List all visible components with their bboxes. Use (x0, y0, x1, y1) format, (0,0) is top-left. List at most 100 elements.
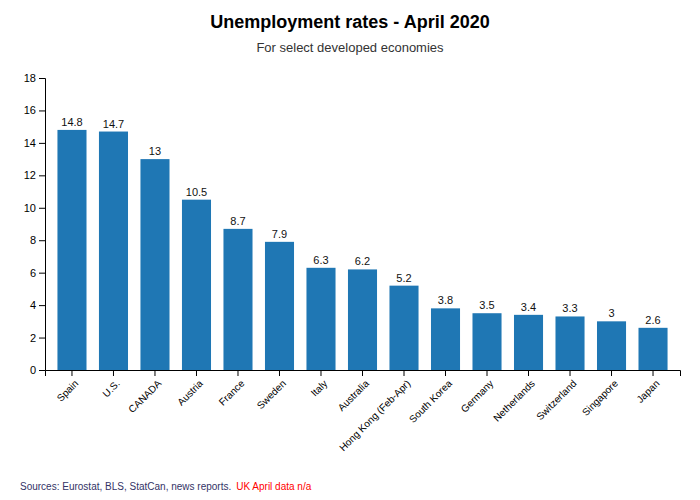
data-label: 6.3 (313, 254, 328, 266)
x-tick-mark (487, 370, 488, 376)
x-tick-mark (362, 370, 363, 376)
bars (57, 130, 667, 370)
x-tick-mark (113, 370, 114, 376)
bar (472, 313, 501, 370)
bar (140, 159, 169, 370)
x-tick-label: Netherlands (491, 378, 537, 424)
x-tick-label: Italy (309, 378, 330, 399)
x-tick: Switzerland (534, 370, 578, 422)
x-tick-label: Austria (175, 377, 205, 407)
source-note: Sources: Eurostat, BLS, StatCan, news re… (20, 481, 312, 492)
data-label: 14.7 (103, 118, 124, 130)
y-tick: 4 (30, 299, 45, 311)
y-tick-label: 18 (24, 72, 36, 84)
x-tick-mark (404, 370, 405, 376)
x-tick-label: Hong Kong (Feb-Apr) (337, 378, 412, 453)
x-tick-mark (528, 370, 529, 376)
bar (514, 315, 543, 370)
bar (431, 308, 460, 370)
data-label: 8.7 (230, 215, 245, 227)
y-tick-label: 2 (30, 332, 36, 344)
bar (389, 286, 418, 370)
x-tick: Japan (634, 370, 661, 405)
data-label: 7.9 (272, 228, 287, 240)
y-tick: 0 (30, 364, 45, 376)
x-tick-mark (320, 370, 321, 376)
x-tick: Italy (309, 370, 330, 399)
x-tick: Australia (336, 370, 372, 413)
x-tick-mark (196, 370, 197, 376)
x-tick-mark (237, 370, 238, 376)
x-tick-label: Japan (634, 378, 661, 405)
data-label: 10.5 (186, 186, 207, 198)
y-tick: 8 (30, 234, 45, 246)
x-tick-mark (71, 370, 72, 376)
y-tick-mark (39, 338, 45, 339)
bar (638, 328, 667, 370)
title: Unemployment rates - April 2020 (210, 12, 489, 32)
y-axis-line (39, 79, 46, 371)
bar (348, 269, 377, 370)
y-tick-label: 6 (30, 267, 36, 279)
x-tick-label: CANADA (126, 378, 163, 415)
x-tick: Spain (55, 370, 81, 404)
x-axis: Spain U.S.CANADA Austria France Sweden Italy A… (46, 370, 681, 453)
y-tick: 6 (30, 267, 45, 279)
data-labels: 14.814.71310.58.77.96.36.25.23.83.53.43.… (61, 116, 660, 326)
subtitle: For select developed economies (256, 40, 444, 55)
y-tick: 12 (24, 169, 45, 181)
x-tick: Germany (459, 370, 496, 415)
x-tick-mark (653, 370, 654, 376)
y-tick-mark (39, 305, 45, 306)
bar (99, 132, 128, 370)
y-tick-label: 10 (24, 202, 36, 214)
y-tick-mark (39, 175, 45, 176)
x-tick-label: Sweden (255, 378, 288, 411)
data-label: 2.6 (645, 314, 660, 326)
y-tick-label: 16 (24, 104, 36, 116)
x-tick-mark (279, 370, 280, 376)
x-tick: U.S. (100, 370, 122, 399)
y-tick-mark (39, 273, 45, 274)
x-tick: Singapore (580, 370, 620, 418)
x-tick-mark (445, 370, 446, 376)
bar (597, 321, 626, 370)
x-tick: CANADA (126, 370, 163, 415)
x-tick: France (217, 370, 247, 408)
annotation: UK April data n/a (236, 481, 311, 492)
y-tick-mark (39, 143, 45, 144)
data-label: 13 (149, 145, 161, 157)
plot: 14.814.71310.58.77.96.36.25.23.83.53.43.… (24, 72, 681, 453)
x-axis-line (46, 371, 681, 377)
y-tick: 10 (24, 202, 45, 214)
bar (223, 229, 252, 370)
y-tick-label: 0 (30, 364, 36, 376)
y-tick: 2 (30, 332, 45, 344)
x-tick: Austria (175, 370, 205, 408)
x-tick-label: Germany (459, 378, 496, 415)
x-tick-label: Spain (55, 378, 81, 404)
x-tick: Sweden (255, 370, 288, 411)
bar (265, 242, 294, 370)
x-tick: Netherlands (491, 370, 537, 424)
data-label: 3.8 (438, 294, 453, 306)
x-tick-label: U.S. (100, 378, 122, 400)
y-tick-mark (39, 208, 45, 209)
x-tick-label: Switzerland (534, 378, 578, 422)
x-tick: Hong Kong (Feb-Apr) (337, 370, 412, 453)
data-label: 5.2 (396, 272, 411, 284)
data-label: 6.2 (355, 255, 370, 267)
y-tick-mark (39, 110, 45, 111)
data-label: 14.8 (61, 116, 82, 128)
y-tick: 16 (24, 104, 45, 116)
bar (555, 316, 584, 370)
y-tick-mark (39, 78, 45, 79)
data-label: 3.4 (521, 301, 536, 313)
bar (182, 200, 211, 370)
x-tick-label: France (217, 377, 247, 407)
bar (306, 268, 335, 370)
chart: Unemployment rates - April 2020 For selec… (0, 0, 700, 500)
x-tick-mark (611, 370, 612, 376)
y-tick-mark (39, 240, 45, 241)
data-label: 3.3 (562, 302, 577, 314)
